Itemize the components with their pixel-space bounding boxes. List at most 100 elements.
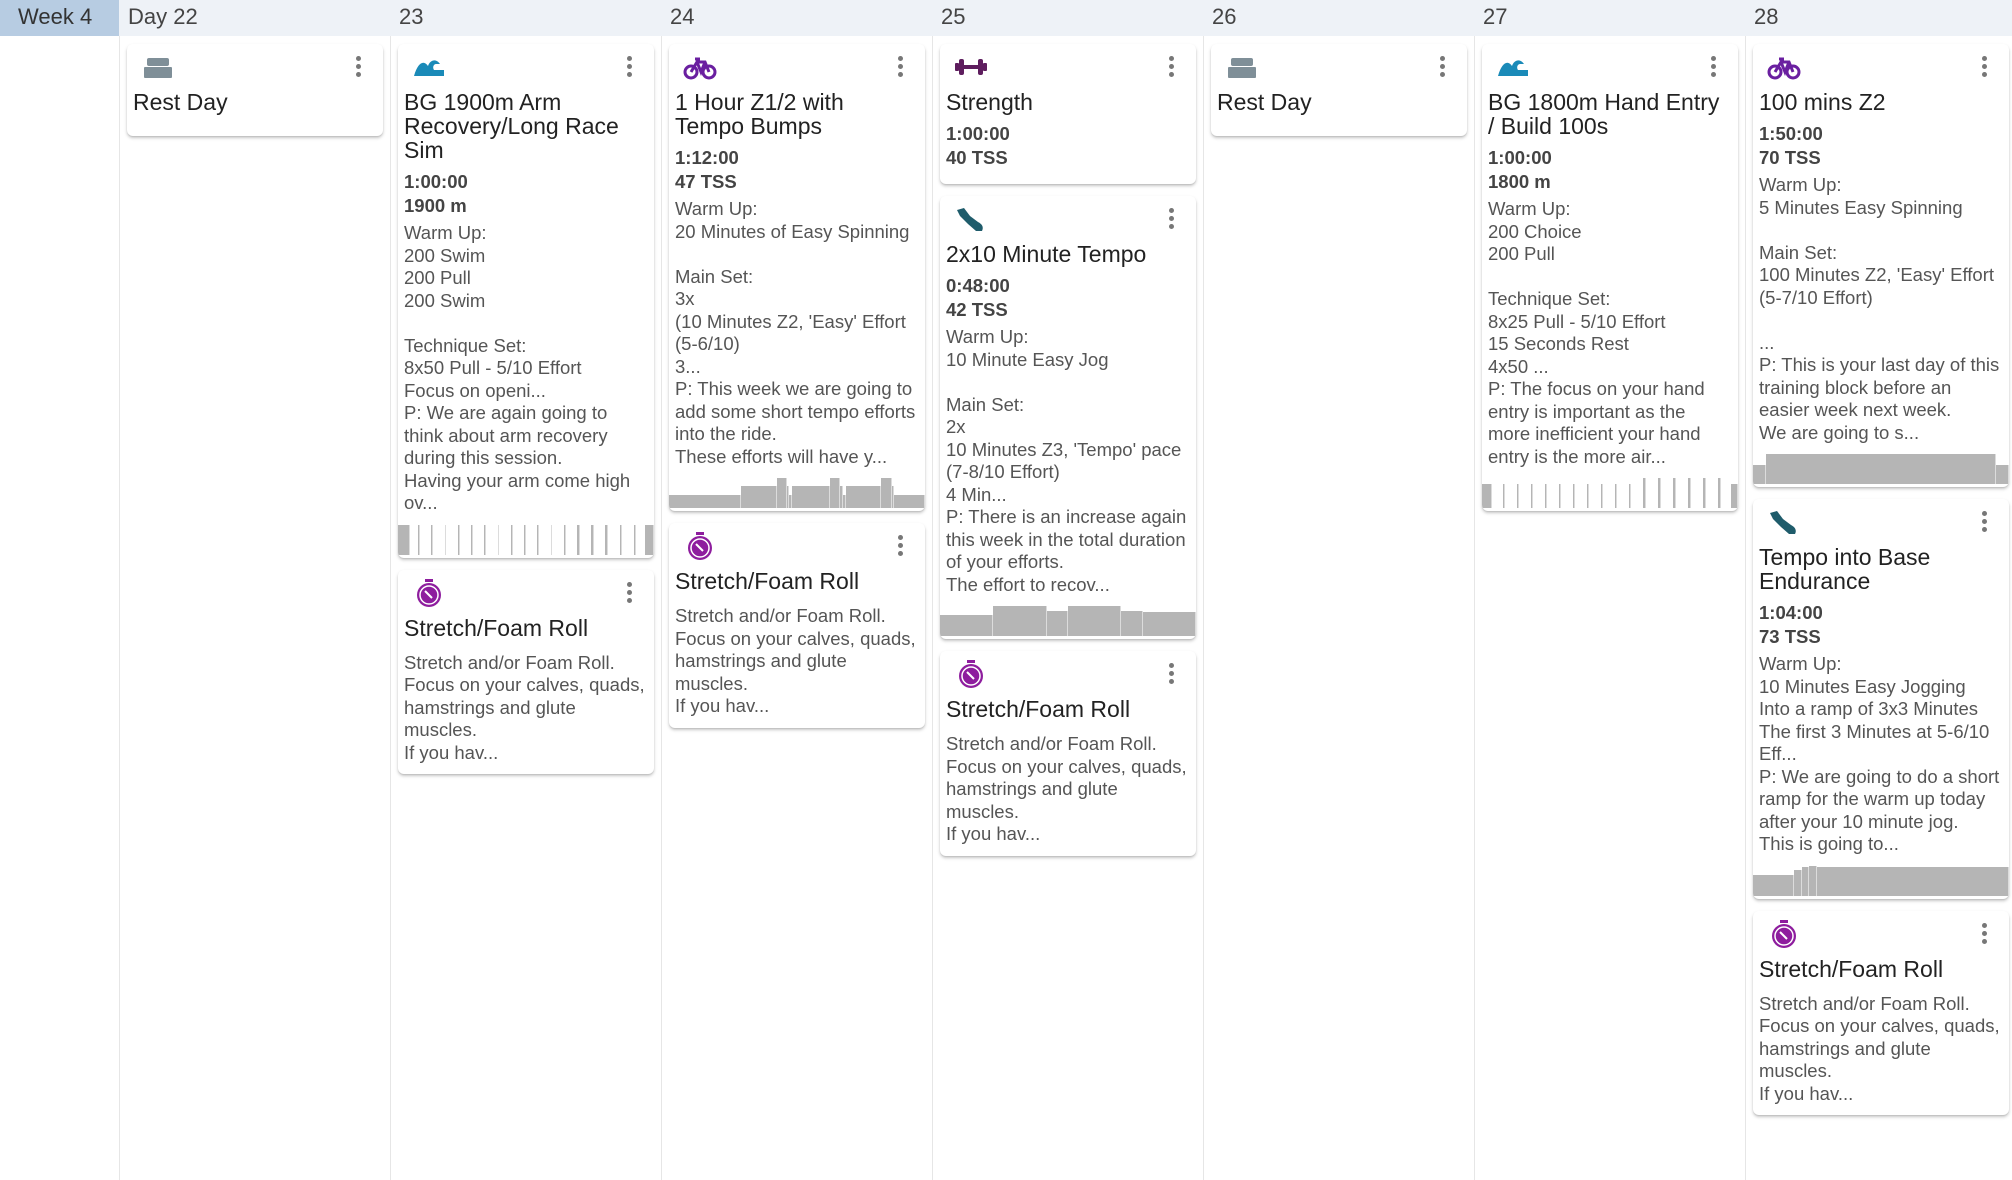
workout-title[interactable]: 100 mins Z2 <box>1759 89 1886 115</box>
day-cell[interactable]: Rest Day <box>1203 36 1474 1180</box>
workout-card[interactable]: BG 1800m Hand Entry / Build 100s 1:00:00 1… <box>1482 44 1738 511</box>
day-cell[interactable]: 100 mins Z2 1:50:00 70 TSS Warm Up: 5 Minut… <box>1745 36 2012 1180</box>
day-cell[interactable]: BG 1800m Hand Entry / Build 100s 1:00:00 1… <box>1474 36 1745 1180</box>
day-cell[interactable]: Rest Day <box>119 36 390 1180</box>
profile-segment <box>894 494 925 508</box>
workout-description: Warm Up: 10 Minute Easy Jog Main Set: 2x… <box>946 326 1187 595</box>
workout-title[interactable]: Strength <box>946 89 1033 115</box>
workout-card[interactable]: Stretch/Foam Roll Stretch and/or Foam Rol… <box>669 523 925 728</box>
card-header <box>940 196 1196 242</box>
day-header: Day 22 <box>119 0 390 36</box>
workout-title[interactable]: Stretch/Foam Roll <box>946 696 1131 722</box>
workout-card[interactable]: Rest Day <box>1211 44 1467 136</box>
more-options-icon[interactable] <box>1166 56 1176 80</box>
profile-segment <box>497 524 500 555</box>
day-column: 28 100 mins Z2 1:50:00 70 TSS Warm Up: 5 Mi… <box>1745 0 2012 1180</box>
workout-card[interactable]: BG 1900m Arm Recovery/Long Race Sim 1:00:… <box>398 44 654 558</box>
more-options-icon[interactable] <box>624 581 634 606</box>
more-options-icon[interactable] <box>1979 56 1989 80</box>
profile-segment <box>791 485 831 508</box>
running-shoe-icon <box>1767 507 1801 537</box>
workout-stat: 42 TSS <box>946 299 1008 320</box>
workout-title[interactable]: BG 1900m Arm Recovery/Long Race Sim <box>404 89 619 163</box>
workout-card[interactable]: Stretch/Foam Roll Stretch and/or Foam Rol… <box>1753 910 2009 1115</box>
workout-title[interactable]: Stretch/Foam Roll <box>675 568 860 594</box>
workout-description: Warm Up: 20 Minutes of Easy Spinning Mai… <box>675 198 916 467</box>
profile-segment <box>484 524 487 555</box>
workout-stat: 1800 m <box>1488 171 1551 192</box>
profile-segment <box>830 478 841 508</box>
workout-stat: 1900 m <box>404 195 467 216</box>
day-cell[interactable]: BG 1900m Arm Recovery/Long Race Sim 1:00:… <box>390 36 661 1180</box>
workout-description: Warm Up: 10 Minutes Easy Jogging Into a … <box>1759 653 2000 854</box>
profile-segment <box>591 524 594 555</box>
stopwatch-icon <box>683 531 717 561</box>
profile-segment <box>940 615 994 636</box>
profile-segment <box>1816 867 2009 896</box>
workout-card[interactable]: Stretch/Foam Roll Stretch and/or Foam Rol… <box>398 569 654 774</box>
workout-description: Stretch and/or Foam Roll. Focus on your … <box>946 733 1187 844</box>
profile-segment <box>605 524 609 555</box>
profile-segment <box>776 478 787 508</box>
workout-stat: 0:48:00 <box>946 275 1010 296</box>
workout-stat: 73 TSS <box>1759 626 1821 647</box>
profile-segment <box>644 524 654 555</box>
profile-segment <box>1142 612 1196 636</box>
stopwatch-icon <box>954 659 988 689</box>
more-options-icon[interactable] <box>1166 663 1176 687</box>
more-options-icon[interactable] <box>895 535 905 559</box>
workout-card[interactable]: 100 mins Z2 1:50:00 70 TSS Warm Up: 5 Minut… <box>1753 44 2009 487</box>
bike-icon <box>683 52 717 82</box>
more-options-icon[interactable] <box>624 56 634 80</box>
week-column: Week 4 <box>0 0 119 1180</box>
profile-segment <box>1657 478 1661 508</box>
workout-intensity-profile <box>1753 865 2009 896</box>
workout-card[interactable]: 2x10 Minute Tempo 0:48:00 42 TSS Warm Up: 1… <box>940 196 1196 639</box>
stopwatch-icon <box>412 578 446 608</box>
more-options-icon[interactable] <box>1166 208 1176 232</box>
workout-card[interactable]: 1 Hour Z1/2 with Tempo Bumps 1:12:00 47 TS… <box>669 44 925 511</box>
workout-intensity-profile <box>940 606 1196 636</box>
more-options-icon[interactable] <box>895 56 905 80</box>
workout-title[interactable]: Stretch/Foam Roll <box>1759 955 1944 982</box>
workout-title[interactable]: BG 1800m Hand Entry / Build 100s <box>1488 89 1720 139</box>
profile-segment <box>1614 484 1617 508</box>
profile-segment <box>563 524 566 555</box>
day-cell[interactable]: Strength 1:00:00 40 TSS 2x10 Minute Tempo 0… <box>932 36 1203 1180</box>
workout-title[interactable]: Stretch/Foam Roll <box>404 614 589 641</box>
day-column: 25 Strength 1:00:00 40 TSS 2x10 Minute Tem… <box>932 0 1203 1180</box>
workout-title[interactable]: 2x10 Minute Tempo <box>946 241 1147 267</box>
profile-segment <box>1482 484 1493 508</box>
workout-title[interactable]: 1 Hour Z1/2 with Tempo Bumps <box>675 89 844 139</box>
profile-segment <box>1809 865 1817 896</box>
profile-segment <box>577 524 580 555</box>
day-header: 28 <box>1745 0 2012 36</box>
more-options-icon[interactable] <box>1979 511 1989 535</box>
profile-segment <box>891 485 895 508</box>
profile-segment <box>1687 478 1691 508</box>
workout-title[interactable]: Rest Day <box>133 89 228 115</box>
profile-segment <box>1717 478 1721 508</box>
week-label[interactable]: Week 4 <box>0 0 119 36</box>
workout-card[interactable]: Stretch/Foam Roll Stretch and/or Foam Rol… <box>940 651 1196 856</box>
workout-description: Warm Up: 200 Swim 200 Pull 200 Swim Tech… <box>404 222 631 513</box>
profile-segment <box>669 494 741 508</box>
card-header <box>1753 44 2009 90</box>
more-options-icon[interactable] <box>1708 56 1718 80</box>
stopwatch-icon <box>1767 919 1801 949</box>
workout-title[interactable]: Rest Day <box>1217 89 1312 115</box>
profile-segment <box>524 524 526 555</box>
workout-card[interactable]: Strength 1:00:00 40 TSS <box>940 44 1196 184</box>
workout-description: Warm Up: 200 Choice 200 Pull Technique S… <box>1488 198 1705 467</box>
profile-segment <box>418 524 420 555</box>
more-options-icon[interactable] <box>353 56 363 80</box>
workout-card[interactable]: Tempo into Base Endurance 1:04:00 73 TSS Wa… <box>1753 499 2009 899</box>
workout-card[interactable]: Rest Day <box>127 44 383 136</box>
day-header: 24 <box>661 0 932 36</box>
day-cell[interactable]: 1 Hour Z1/2 with Tempo Bumps 1:12:00 47 TS… <box>661 36 932 1180</box>
more-options-icon[interactable] <box>1437 56 1447 80</box>
more-options-icon[interactable] <box>1979 922 1989 947</box>
profile-segment <box>1996 464 2009 484</box>
workout-title[interactable]: Tempo into Base Endurance <box>1759 544 1931 594</box>
swim-icon <box>1496 52 1530 82</box>
